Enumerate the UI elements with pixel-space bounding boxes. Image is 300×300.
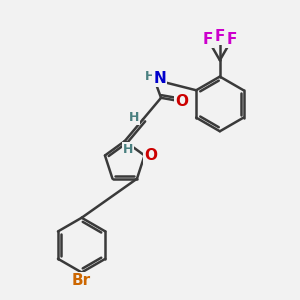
Text: F: F (226, 32, 237, 47)
Text: H: H (145, 70, 155, 83)
Text: Br: Br (72, 273, 91, 288)
Text: H: H (129, 111, 139, 124)
Text: H: H (123, 143, 133, 156)
Text: F: F (203, 32, 213, 47)
Text: F: F (215, 29, 225, 44)
Text: N: N (153, 71, 166, 86)
Text: O: O (145, 148, 158, 163)
Text: O: O (176, 94, 189, 109)
